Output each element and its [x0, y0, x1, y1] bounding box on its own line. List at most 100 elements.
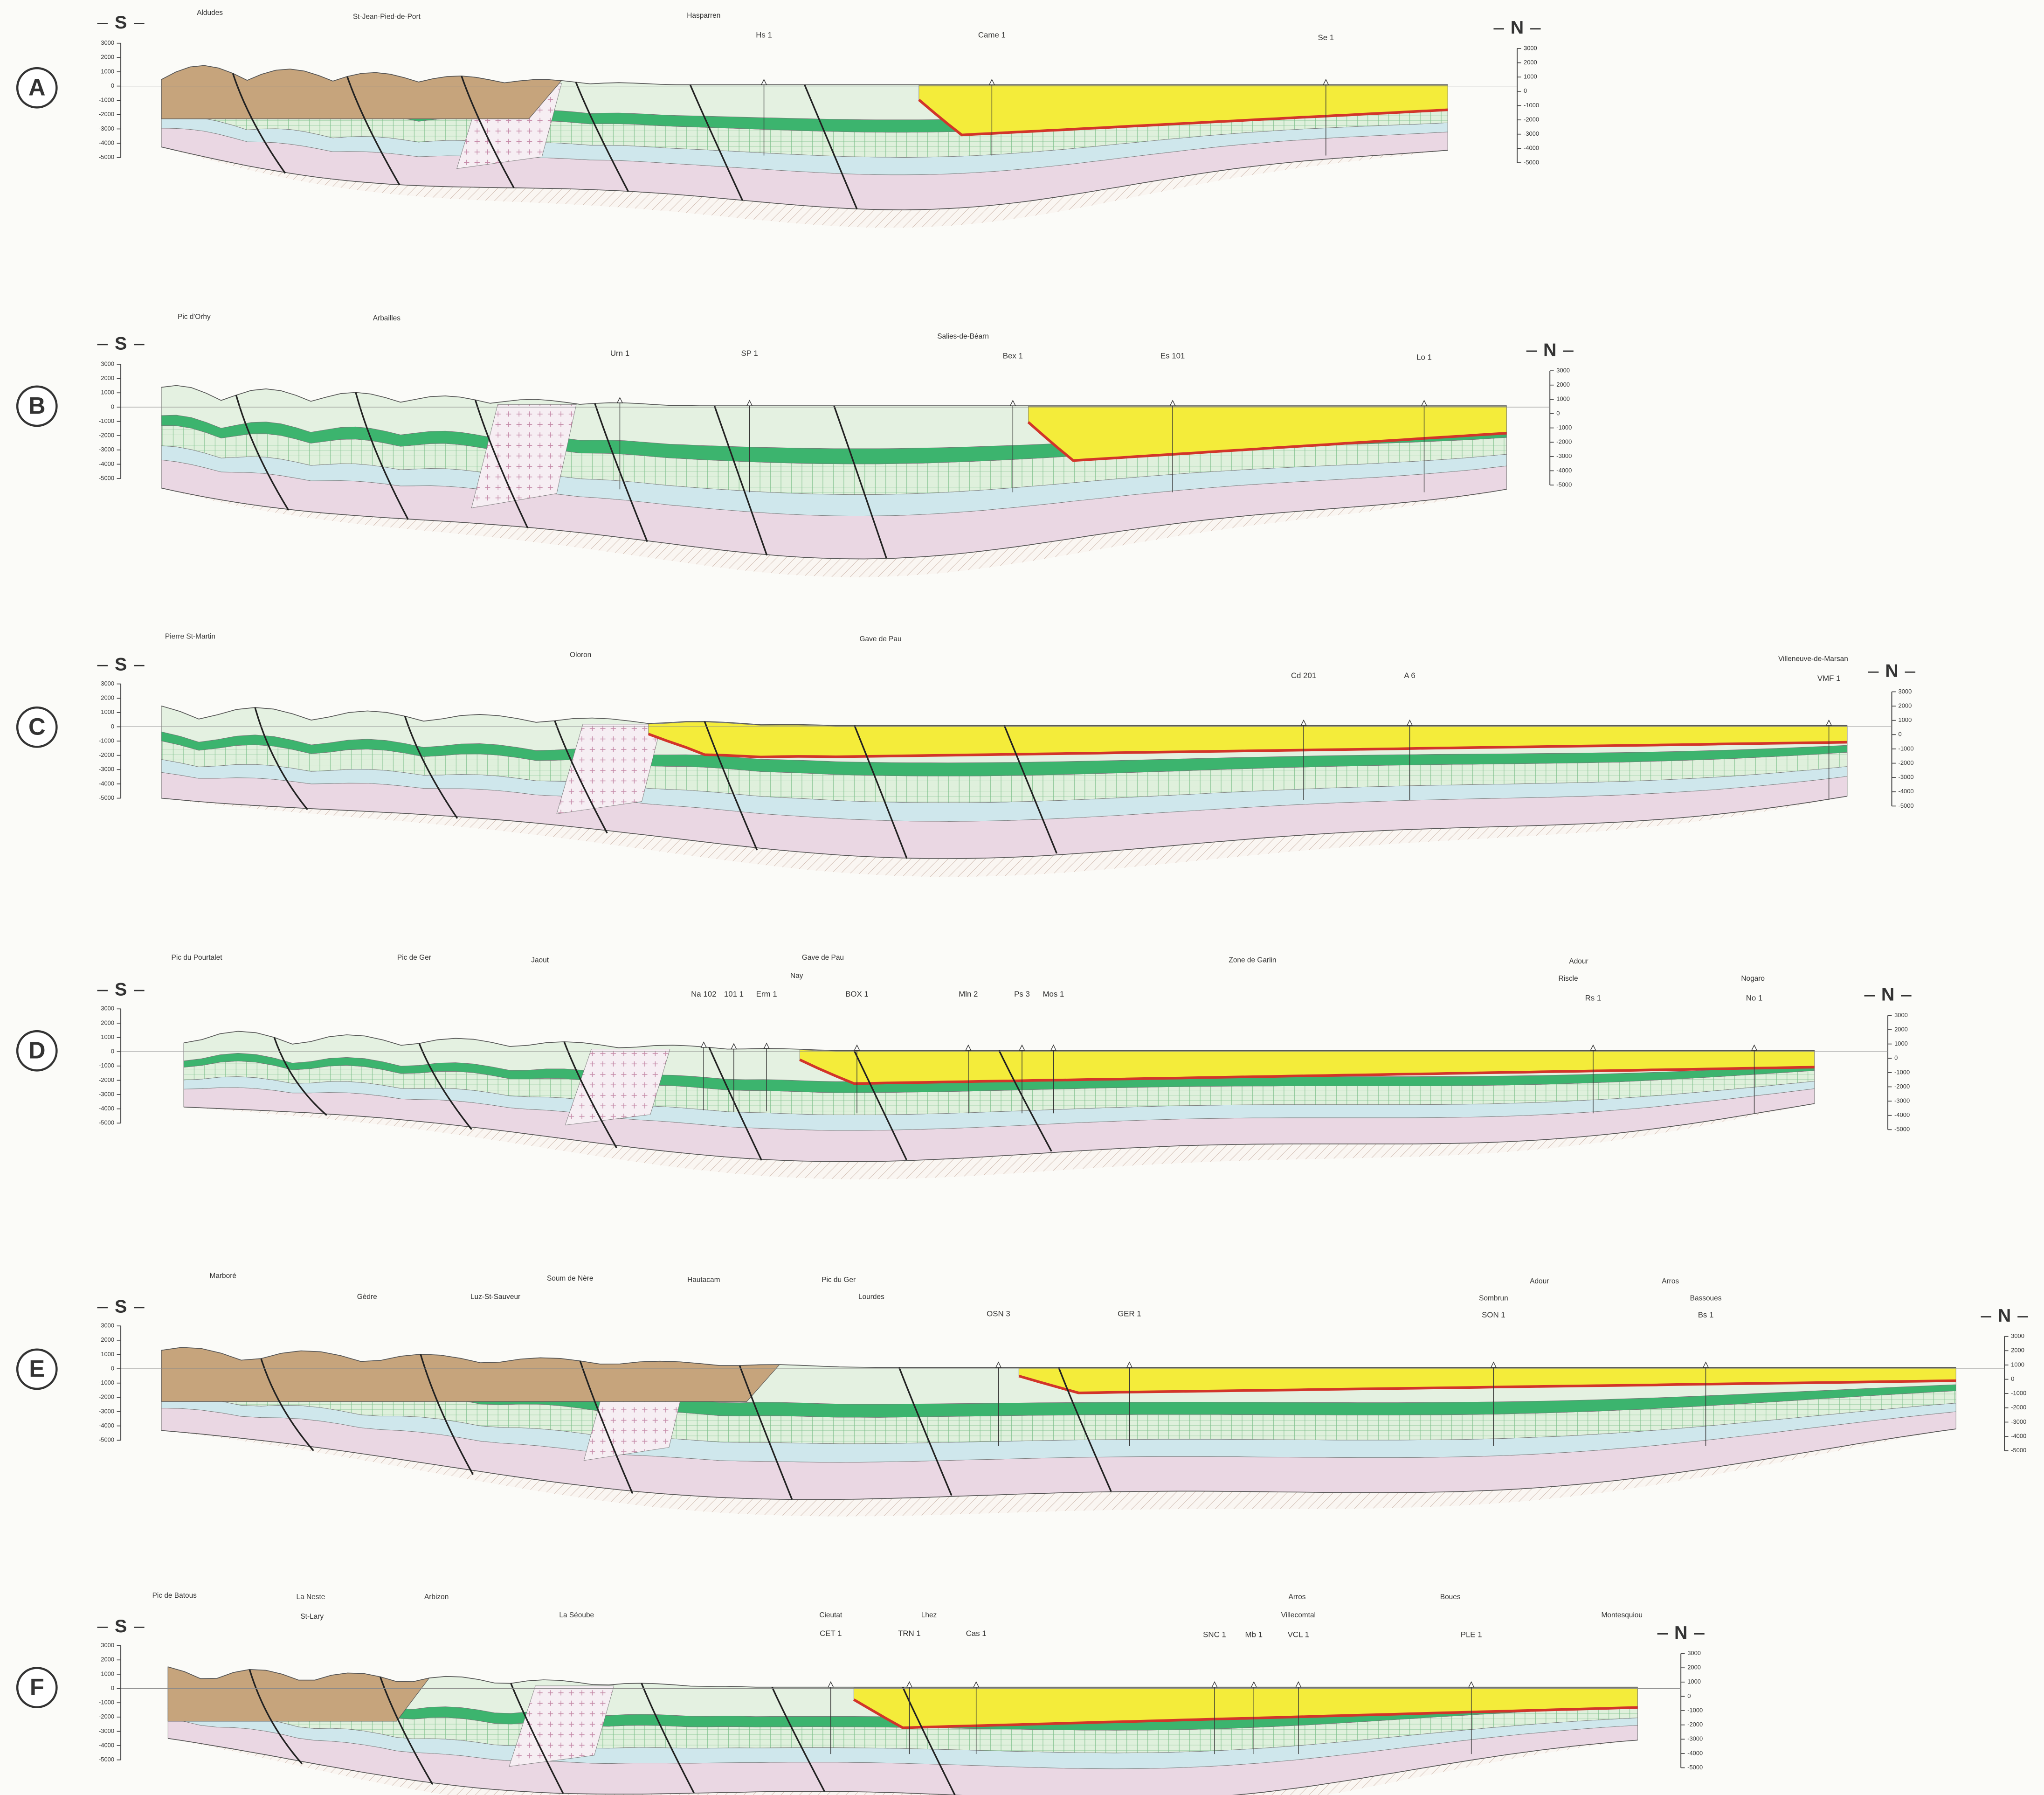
well-symbol [1019, 1044, 1025, 1051]
scale-label: -1000 [99, 737, 114, 744]
scale-label: -5000 [1556, 481, 1572, 488]
basement [161, 488, 1507, 577]
well-name: Lo 1 [1416, 353, 1432, 361]
well-name: Cd 201 [1291, 671, 1316, 680]
scale-label: 0 [1556, 409, 1560, 416]
scale-label: -4000 [99, 1105, 114, 1112]
fault [579, 1360, 634, 1494]
scale-label: -1000 [99, 1379, 114, 1386]
well-name: CET 1 [820, 1629, 842, 1638]
well-symbol [1590, 1044, 1596, 1051]
fault [833, 405, 887, 559]
scale-label: -2000 [99, 1076, 114, 1083]
scale-label: -1000 [1524, 102, 1539, 109]
basement [161, 147, 1448, 228]
scale-label: 2000 [101, 54, 114, 61]
section: AS N3000200010000-1000-2000-3000-4000-500… [16, 9, 1541, 228]
scale-label: 1000 [1687, 1678, 1701, 1685]
well-name: Ps 3 [1014, 990, 1030, 998]
place-name: Pic du Pourtalet [172, 954, 223, 962]
scale-label: 3000 [1556, 367, 1570, 374]
section-letter: A [28, 74, 46, 100]
place-name: La Neste [297, 1593, 325, 1601]
scale-label: -2000 [1687, 1721, 1703, 1728]
scale-label: -4000 [1687, 1749, 1703, 1756]
well-name: Bex 1 [1003, 352, 1023, 360]
section-badge [16, 1348, 58, 1390]
fault [902, 1687, 956, 1795]
place-name: St-Jean-Pied-de-Port [353, 13, 421, 21]
fault [404, 716, 458, 819]
scale-label: -3000 [99, 125, 114, 132]
section-letter: F [30, 1674, 44, 1700]
red-marker [853, 1698, 1638, 1729]
scale-label: -4000 [99, 780, 114, 787]
scale-label: 3000 [101, 39, 114, 46]
fault [232, 73, 286, 174]
place-name: Aldudes [197, 9, 223, 17]
scale-label: -5000 [1687, 1764, 1703, 1771]
well-symbol [973, 1681, 980, 1688]
well-symbol [1300, 719, 1307, 726]
fault [594, 403, 648, 542]
scale-label: -4000 [99, 460, 114, 467]
red-marker [918, 98, 1448, 137]
well-symbol [828, 1681, 834, 1688]
well-name: SP 1 [741, 349, 758, 358]
scale-label: 1000 [1894, 1040, 1908, 1047]
scale-label: -3000 [99, 1727, 114, 1734]
place-name: Cieutat [819, 1611, 842, 1619]
scale-label: 3000 [101, 680, 114, 687]
scale-label: -4000 [1524, 145, 1539, 152]
scale-label: -3000 [1894, 1097, 1910, 1104]
well-symbol [1468, 1681, 1475, 1688]
scale-label: -3000 [2011, 1418, 2026, 1425]
scale-label: -1000 [1899, 745, 1914, 752]
scale-label: 1000 [101, 1351, 114, 1358]
well-symbol [760, 78, 767, 85]
red-marker [799, 1058, 1815, 1085]
scale-label: -3000 [1556, 452, 1572, 459]
well-symbol [746, 400, 753, 406]
layer-brown [167, 1666, 430, 1722]
well-symbol [1126, 1361, 1133, 1368]
scale-label: -5000 [99, 153, 114, 160]
place-name: Gave de Pau [802, 954, 844, 962]
basin-outline [168, 1738, 1638, 1795]
well-symbol [1295, 1681, 1302, 1688]
scale-label: -5000 [99, 474, 114, 481]
scale-label: 0 [111, 1365, 114, 1372]
basin-outline [161, 146, 1448, 210]
well-name: No 1 [1746, 993, 1763, 1002]
well-name: Cas 1 [966, 1629, 987, 1638]
scale-label: -3000 [1524, 130, 1539, 137]
fault [804, 84, 858, 210]
scale-label: -5000 [1524, 159, 1539, 166]
well-name: GER 1 [1118, 1309, 1141, 1318]
well-name: Urn 1 [610, 349, 629, 358]
scale-label: 1000 [101, 1033, 114, 1040]
place-name: Jaout [531, 956, 549, 964]
scale-label: 0 [111, 1048, 114, 1055]
scale-label: -4000 [2011, 1432, 2026, 1439]
red-marker [1027, 421, 1507, 462]
well-symbol [1211, 1681, 1218, 1688]
well-symbol [1009, 400, 1016, 406]
fault [641, 1683, 695, 1794]
orientation-label: S [115, 654, 127, 675]
scale-label: 1000 [1556, 395, 1570, 402]
scale-label: -2000 [1894, 1083, 1910, 1090]
well-symbol [763, 1042, 770, 1049]
place-name: Adour [1530, 1277, 1549, 1285]
well-name: Mos 1 [1043, 990, 1064, 998]
layer-granite [556, 724, 662, 814]
scale-label: -2000 [99, 432, 114, 439]
scale-label: 2000 [1687, 1664, 1701, 1671]
scale-label: -5000 [1894, 1126, 1910, 1133]
scale-label: 0 [1894, 1054, 1898, 1061]
scale-label: 2000 [1556, 381, 1570, 388]
scale-label: 3000 [101, 1005, 114, 1012]
section: FS N3000200010000-1000-2000-3000-4000-500… [16, 1592, 1705, 1795]
place-name: Lourdes [858, 1293, 884, 1301]
well-name: Na 102 [691, 990, 716, 998]
